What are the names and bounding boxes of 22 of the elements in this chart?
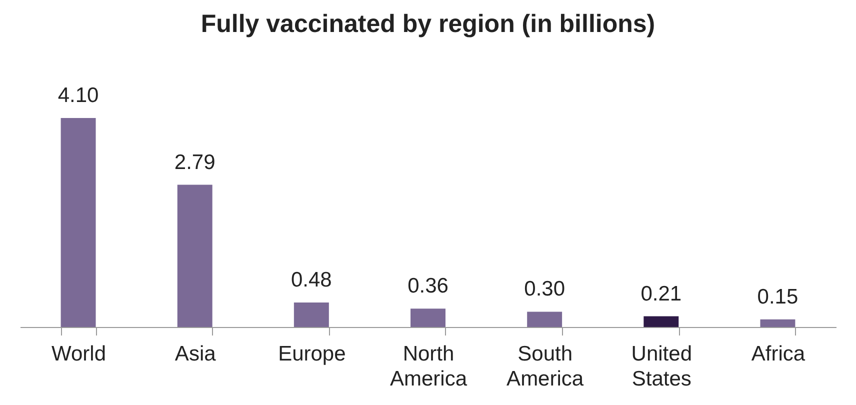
- x-tick-label: South America: [506, 342, 584, 390]
- bar: [410, 308, 446, 327]
- x-tick-label: World: [52, 342, 106, 366]
- x-tick-label: Asia: [174, 342, 216, 366]
- data-label: 0.48: [290, 268, 332, 292]
- bar: [527, 312, 562, 327]
- bar: [760, 319, 796, 327]
- x-tick-label: Europe: [278, 342, 346, 366]
- chart-title: Fully vaccinated by region (in billions): [200, 10, 656, 38]
- x-tick-label: Africa: [751, 342, 806, 366]
- data-label: 0.30: [524, 278, 566, 301]
- data-label: 0.36: [408, 274, 448, 298]
- data-label: 2.79: [174, 150, 216, 174]
- bar: [644, 316, 679, 327]
- x-tick-label: North America: [390, 342, 468, 390]
- bar: [294, 302, 329, 327]
- data-label: 0.21: [640, 282, 682, 306]
- bar: [177, 184, 212, 327]
- data-label: 4.10: [58, 84, 99, 107]
- bar: [60, 118, 96, 327]
- data-label: 0.15: [757, 285, 798, 308]
- x-tick-label: United States: [631, 342, 692, 390]
